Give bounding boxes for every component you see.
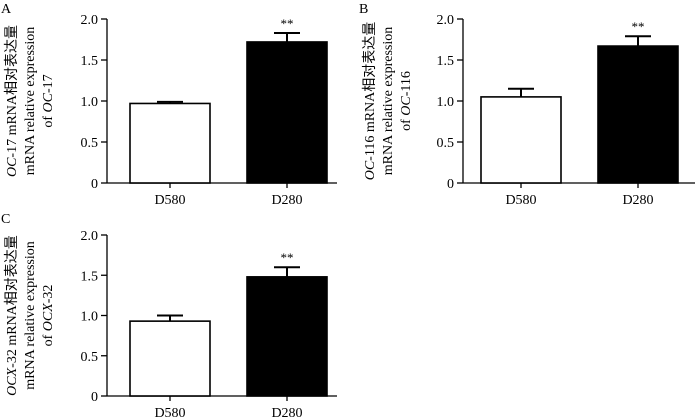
y-tick-label: 0 (91, 177, 98, 192)
significance-label: ** (632, 19, 645, 34)
y-axis-label-segment: OC (5, 157, 20, 177)
y-tick-label: 1.0 (81, 310, 99, 325)
y-axis-label-segment: of (41, 331, 56, 346)
y-tick-label: 1.5 (81, 54, 99, 69)
y-axis-label-segment: mRNA relative expression (23, 241, 38, 390)
y-axis-label-line: OC-116 mRNA相对表达量 (362, 22, 378, 181)
y-axis-label-segment: OCX (5, 367, 20, 395)
y-axis-label-line: OCX-32 mRNA相对表达量 (4, 235, 20, 396)
y-axis-label-segment: mRNA relative expression (23, 27, 38, 176)
x-tick-label: D280 (271, 193, 302, 208)
significance-label: ** (281, 16, 294, 31)
bar-d280 (597, 45, 679, 184)
y-tick-label: 0 (91, 390, 98, 405)
chart-panel-a: AOC-17 mRNA相对表达量 mRNA relative expression… (1, 2, 337, 208)
y-axis-label-segment: -116 mRNA相对表达量 (362, 22, 378, 161)
y-tick-label: 0 (447, 177, 454, 192)
y-tick-label: 1.5 (81, 269, 99, 284)
y-axis-label-line: mRNA relative expression (23, 241, 38, 390)
chart-panel-b: BOC-116 mRNA相对表达量 mRNA relative expressio… (359, 2, 695, 208)
y-tick-label: 0.5 (437, 136, 455, 151)
y-axis-label-line: of OCX-32 (41, 285, 56, 347)
x-tick-label: D280 (271, 406, 302, 417)
panel-letter: C (1, 212, 10, 227)
y-axis-label-segment: of (41, 112, 56, 127)
y-tick-label: 1.0 (437, 95, 455, 110)
y-axis-label-line: mRNA relative expression (23, 27, 38, 176)
significance-label: ** (281, 250, 294, 265)
y-axis-label-line: of OC-17 (41, 74, 56, 127)
y-axis-label-segment: -32 (41, 285, 56, 304)
y-tick-label: 0.5 (81, 136, 99, 151)
y-axis-label-segment: OC (363, 160, 378, 180)
bar-d280 (246, 276, 328, 397)
y-axis-label-line: mRNA relative expression (381, 27, 396, 176)
panel-letter: B (359, 2, 368, 17)
y-axis-label-segment: -17 (41, 74, 56, 93)
y-tick-label: 2.0 (81, 13, 99, 28)
y-tick-label: 1.5 (437, 54, 455, 69)
x-tick-label: D280 (622, 193, 653, 208)
y-axis-label-line: of OC-116 (399, 71, 414, 131)
x-tick-label: D580 (154, 193, 185, 208)
bar-d580 (480, 96, 562, 184)
y-axis-label-segment: -17 mRNA相对表达量 (4, 25, 20, 158)
y-axis-label-segment: OCX (41, 303, 56, 331)
y-tick-label: 1.0 (81, 95, 99, 110)
bar-d580 (129, 320, 211, 397)
bar-d280 (246, 41, 328, 184)
y-axis-label-segment: of (399, 116, 414, 131)
bar-d580 (129, 102, 211, 184)
panel-letter: A (1, 2, 12, 17)
y-axis-label-segment: -116 (399, 71, 414, 96)
y-tick-label: 0.5 (81, 350, 99, 365)
x-tick-label: D580 (505, 193, 536, 208)
y-axis-label-segment: OC (41, 92, 56, 112)
y-axis-label-segment: mRNA relative expression (381, 27, 396, 176)
y-axis-label-segment: -32 mRNA相对表达量 (4, 235, 20, 368)
y-tick-label: 2.0 (81, 229, 99, 244)
x-tick-label: D580 (154, 406, 185, 417)
y-axis-label-segment: OC (399, 96, 414, 116)
y-tick-label: 2.0 (437, 13, 455, 28)
y-axis-label-line: OC-17 mRNA相对表达量 (4, 25, 20, 177)
